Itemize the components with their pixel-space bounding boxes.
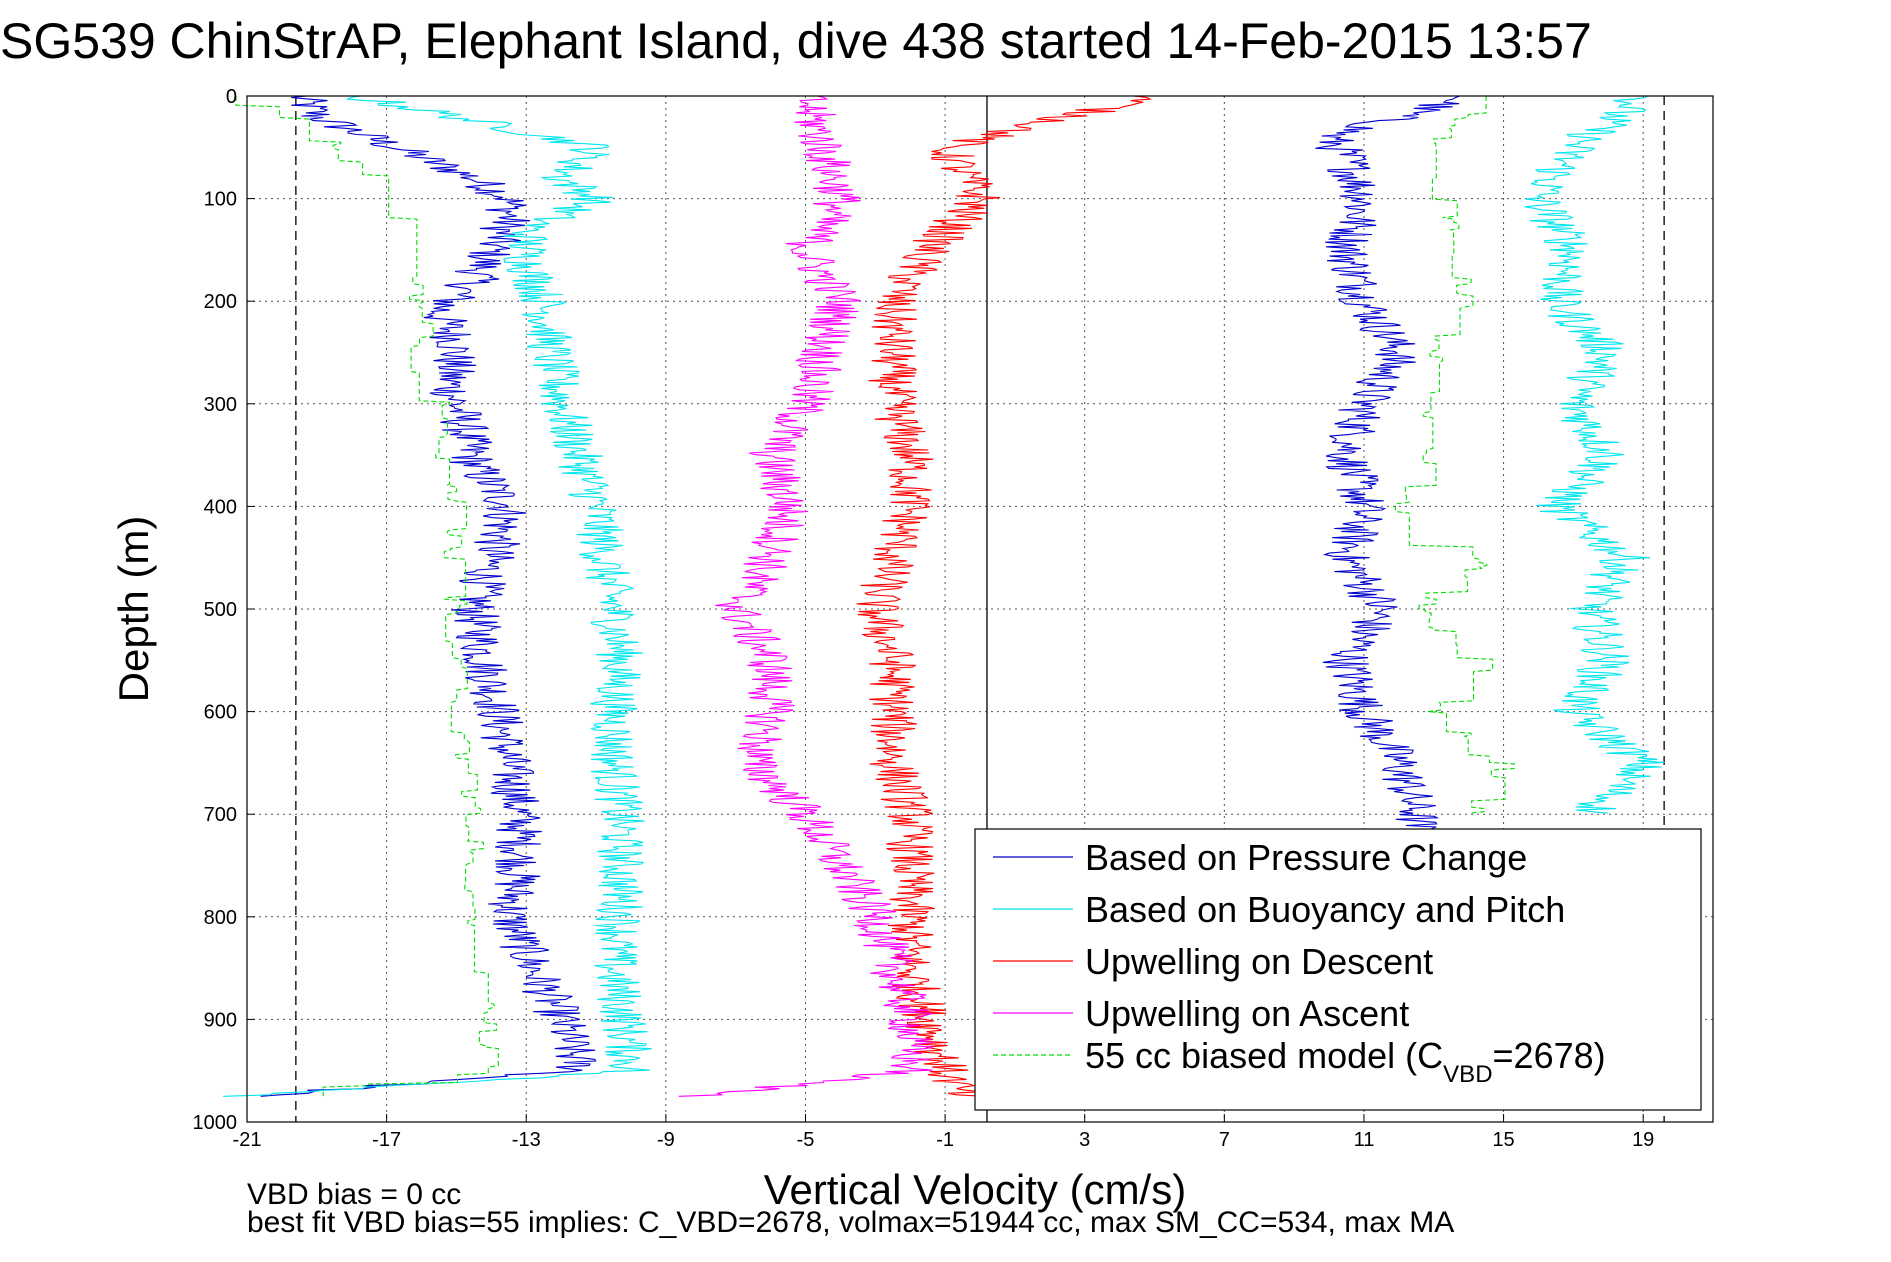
y-tick-label: 800 [204, 907, 237, 929]
legend: Based on Pressure Change Based on Buoyanc… [974, 828, 1702, 1111]
x-tick-label: -5 [797, 1129, 815, 1151]
y-axis-label: Depth (m) [110, 516, 157, 703]
y-axis-ticks: 0 100 200 300 400 500 600 700 800 900 1000 [193, 86, 255, 1134]
x-tick-label: -13 [512, 1129, 541, 1151]
series-line [1524, 95, 1665, 814]
x-tick-label: 3 [1079, 1129, 1090, 1151]
best-fit-annotation: best fit VBD bias=55 implies: C_VBD=2678… [247, 1206, 1454, 1239]
x-axis-label: Vertical Velocity (cm/s) [764, 1166, 1186, 1213]
legend-label: Based on Buoyancy and Pitch [1085, 889, 1565, 930]
legend-box [974, 828, 1702, 1111]
legend-label: Upwelling on Ascent [1085, 993, 1409, 1034]
legend-label-subscript: VBD [1443, 1061, 1492, 1088]
legend-label-suffix: =2678) [1493, 1035, 1606, 1076]
series-line [235, 96, 499, 1097]
series-line [1315, 95, 1461, 830]
x-tick-label: -9 [657, 1129, 675, 1151]
series-lines [223, 95, 1665, 1097]
y-tick-label: 400 [204, 496, 237, 518]
x-tick-label: 7 [1219, 1129, 1230, 1151]
x-tick-label: 19 [1632, 1129, 1654, 1151]
y-tick-label: 700 [204, 804, 237, 826]
y-tick-label: 300 [204, 394, 237, 416]
vbd-bias-annotation: VBD bias = 0 cc [247, 1178, 461, 1211]
y-tick-label: 600 [204, 702, 237, 724]
y-tick-label: 0 [226, 86, 237, 108]
y-tick-label: 500 [204, 599, 237, 621]
series-line [678, 95, 934, 1097]
y-tick-label: 1000 [193, 1112, 238, 1134]
y-tick-label: 200 [204, 291, 237, 313]
series-line [1394, 96, 1515, 814]
chart-title: SG539 ChinStrAP, Elephant Island, dive 4… [0, 13, 1592, 69]
x-tick-label: 11 [1354, 1129, 1375, 1151]
legend-label: Upwelling on Descent [1085, 941, 1433, 982]
series-line [260, 95, 597, 1097]
series-line [856, 95, 1152, 1097]
legend-label: Based on Pressure Change [1085, 837, 1527, 878]
x-tick-label: -21 [233, 1129, 262, 1151]
x-tick-label: 15 [1492, 1129, 1514, 1151]
series-line [223, 95, 652, 1097]
y-tick-label: 900 [204, 1009, 237, 1031]
y-tick-label: 100 [204, 189, 237, 211]
x-tick-label: -17 [372, 1129, 401, 1151]
x-tick-label: -1 [936, 1129, 954, 1151]
x-axis-ticks: -21 -17 -13 -9 -5 -1 3 7 11 15 19 [233, 1114, 1654, 1151]
